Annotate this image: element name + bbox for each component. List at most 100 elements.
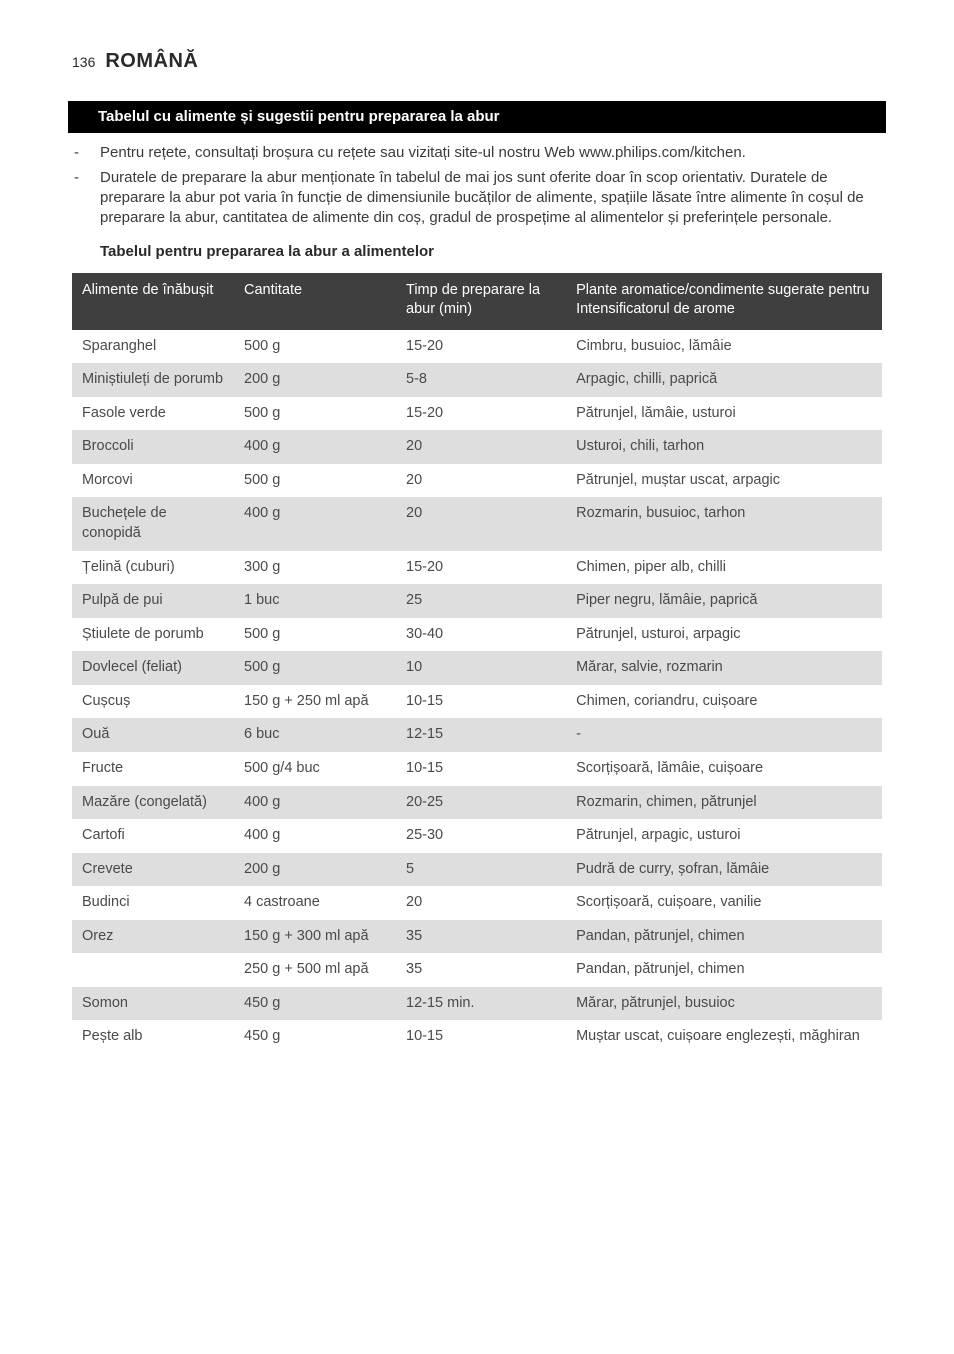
table-row: Orez150 g + 300 ml apă35Pandan, pătrunje…: [72, 920, 882, 954]
table-cell-qty: 150 g + 250 ml apă: [234, 685, 396, 719]
table-cell-qty: 1 buc: [234, 584, 396, 618]
table-cell-herbs: Cimbru, busuioc, lămâie: [566, 330, 882, 364]
table-row: Mazăre (congelată)400 g20-25Rozmarin, ch…: [72, 786, 882, 820]
table-cell-food: Pește alb: [72, 1020, 234, 1054]
table-cell-herbs: Rozmarin, chimen, pătrunjel: [566, 786, 882, 820]
table-cell-herbs: Pătrunjel, usturoi, arpagic: [566, 618, 882, 652]
bullet-dash: -: [72, 168, 100, 229]
table-cell-qty: 4 castroane: [234, 886, 396, 920]
table-cell-food: Morcovi: [72, 464, 234, 498]
table-cell-qty: 400 g: [234, 497, 396, 550]
table-cell-time: 30-40: [396, 618, 566, 652]
table-sub-heading: Tabelul pentru prepararea la abur a alim…: [100, 242, 882, 262]
col-header-food: Alimente de înăbușit: [72, 273, 234, 330]
table-cell-herbs: Pandan, pătrunjel, chimen: [566, 920, 882, 954]
table-cell-time: 15-20: [396, 397, 566, 431]
table-cell-food: Broccoli: [72, 430, 234, 464]
table-cell-food: Dovlecel (feliat): [72, 651, 234, 685]
table-cell-qty: 450 g: [234, 987, 396, 1021]
table-cell-time: 20: [396, 430, 566, 464]
table-cell-herbs: Chimen, coriandru, cuișoare: [566, 685, 882, 719]
table-cell-qty: 6 buc: [234, 718, 396, 752]
table-cell-time: 25-30: [396, 819, 566, 853]
table-cell-food: Budinci: [72, 886, 234, 920]
table-row: Sparanghel500 g15-20Cimbru, busuioc, lăm…: [72, 330, 882, 364]
table-cell-food: Pulpă de pui: [72, 584, 234, 618]
table-cell-herbs: Muștar uscat, cuișoare englezești, măghi…: [566, 1020, 882, 1054]
table-cell-herbs: Mărar, pătrunjel, busuioc: [566, 987, 882, 1021]
table-cell-food: Crevete: [72, 853, 234, 887]
table-cell-food: Fasole verde: [72, 397, 234, 431]
table-cell-food: Sparanghel: [72, 330, 234, 364]
table-cell-qty: 500 g: [234, 397, 396, 431]
table-cell-food: [72, 953, 234, 987]
table-cell-time: 5: [396, 853, 566, 887]
table-row: 250 g + 500 ml apă35Pandan, pătrunjel, c…: [72, 953, 882, 987]
table-row: Miniștiuleți de porumb200 g5-8Arpagic, c…: [72, 363, 882, 397]
table-cell-food: Știulete de porumb: [72, 618, 234, 652]
table-cell-food: Cartofi: [72, 819, 234, 853]
bullet-text: Pentru rețete, consultați broșura cu reț…: [100, 143, 882, 163]
table-cell-qty: 500 g/4 buc: [234, 752, 396, 786]
table-cell-herbs: Chimen, piper alb, chilli: [566, 551, 882, 585]
table-cell-time: 10-15: [396, 685, 566, 719]
table-cell-time: 35: [396, 953, 566, 987]
page-number: 136: [72, 53, 95, 72]
table-cell-time: 12-15 min.: [396, 987, 566, 1021]
table-cell-time: 20: [396, 886, 566, 920]
table-cell-qty: 200 g: [234, 853, 396, 887]
table-cell-qty: 400 g: [234, 430, 396, 464]
table-cell-time: 20: [396, 464, 566, 498]
table-row: Cartofi400 g25-30Pătrunjel, arpagic, ust…: [72, 819, 882, 853]
table-cell-time: 20: [396, 497, 566, 550]
intro-bullets: - Pentru rețete, consultați broșura cu r…: [72, 143, 882, 228]
table-cell-time: 35: [396, 920, 566, 954]
table-row: Știulete de porumb500 g30-40Pătrunjel, u…: [72, 618, 882, 652]
language-title: ROMÂNĂ: [105, 48, 198, 75]
table-cell-qty: 500 g: [234, 651, 396, 685]
table-row: Fructe500 g/4 buc10-15Scorțișoară, lămâi…: [72, 752, 882, 786]
table-cell-time: 20-25: [396, 786, 566, 820]
table-cell-herbs: Pandan, pătrunjel, chimen: [566, 953, 882, 987]
col-header-herbs: Plante aromatice/condimente sugerate pen…: [566, 273, 882, 330]
table-cell-herbs: Mărar, salvie, rozmarin: [566, 651, 882, 685]
table-cell-qty: 500 g: [234, 330, 396, 364]
table-cell-food: Fructe: [72, 752, 234, 786]
table-cell-herbs: Pătrunjel, muștar uscat, arpagic: [566, 464, 882, 498]
table-cell-qty: 400 g: [234, 819, 396, 853]
table-cell-herbs: Pudră de curry, șofran, lămâie: [566, 853, 882, 887]
table-cell-qty: 450 g: [234, 1020, 396, 1054]
table-cell-time: 10: [396, 651, 566, 685]
table-cell-herbs: Piper negru, lămâie, paprică: [566, 584, 882, 618]
table-cell-herbs: Scorțișoară, lămâie, cuișoare: [566, 752, 882, 786]
table-cell-qty: 150 g + 300 ml apă: [234, 920, 396, 954]
bullet-dash: -: [72, 143, 100, 163]
table-row: Ouă6 buc12-15-: [72, 718, 882, 752]
table-row: Somon450 g12-15 min.Mărar, pătrunjel, bu…: [72, 987, 882, 1021]
table-row: Cușcuș150 g + 250 ml apă10-15Chimen, cor…: [72, 685, 882, 719]
table-row: Buchețele de conopidă400 g20Rozmarin, bu…: [72, 497, 882, 550]
table-cell-food: Ouă: [72, 718, 234, 752]
table-cell-time: 25: [396, 584, 566, 618]
table-cell-qty: 300 g: [234, 551, 396, 585]
table-row: Țelină (cuburi)300 g15-20Chimen, piper a…: [72, 551, 882, 585]
table-cell-qty: 250 g + 500 ml apă: [234, 953, 396, 987]
table-row: Morcovi500 g20Pătrunjel, muștar uscat, a…: [72, 464, 882, 498]
bullet-text: Duratele de preparare la abur menționate…: [100, 168, 882, 229]
table-cell-herbs: Arpagic, chilli, paprică: [566, 363, 882, 397]
bullet-item: - Pentru rețete, consultați broșura cu r…: [72, 143, 882, 163]
table-cell-herbs: Usturoi, chili, tarhon: [566, 430, 882, 464]
table-cell-herbs: Pătrunjel, lămâie, usturoi: [566, 397, 882, 431]
table-cell-food: Orez: [72, 920, 234, 954]
table-cell-time: 12-15: [396, 718, 566, 752]
table-row: Budinci4 castroane20Scorțișoară, cuișoar…: [72, 886, 882, 920]
table-row: Dovlecel (feliat)500 g10Mărar, salvie, r…: [72, 651, 882, 685]
table-cell-herbs: -: [566, 718, 882, 752]
table-row: Pește alb450 g10-15Muștar uscat, cuișoar…: [72, 1020, 882, 1054]
page-header: 136 ROMÂNĂ: [72, 48, 882, 75]
section-title-bar: Tabelul cu alimente și sugestii pentru p…: [68, 101, 886, 133]
col-header-qty: Cantitate: [234, 273, 396, 330]
table-cell-herbs: Rozmarin, busuioc, tarhon: [566, 497, 882, 550]
table-row: Broccoli400 g20Usturoi, chili, tarhon: [72, 430, 882, 464]
table-header-row: Alimente de înăbușit Cantitate Timp de p…: [72, 273, 882, 330]
